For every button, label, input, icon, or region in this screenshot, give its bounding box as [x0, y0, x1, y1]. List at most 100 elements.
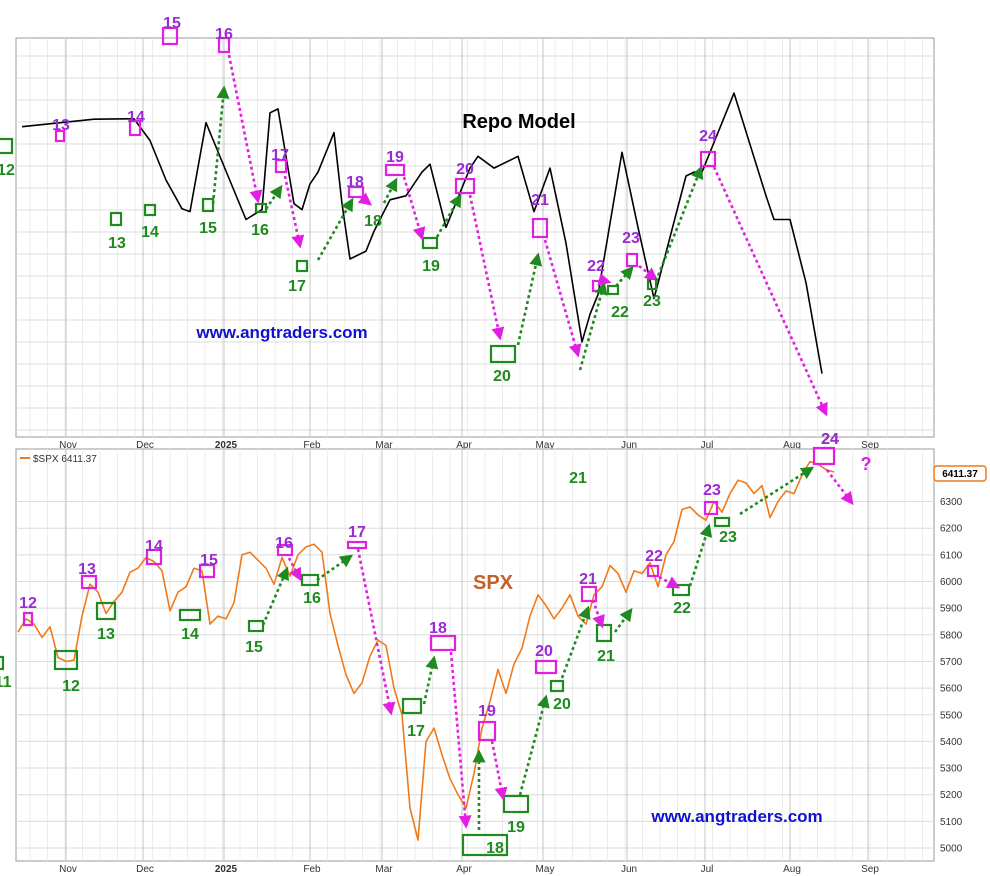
repo-peak-box: [54, 129, 66, 143]
spx-frame: [15, 448, 935, 862]
spx-trough-label-15: 15: [245, 639, 263, 656]
spx-peak-box: [477, 720, 497, 742]
spx-y-tick-label: 5000: [940, 844, 963, 855]
repo-x-tick-label: Jun: [621, 440, 637, 451]
spx-peak-label-21: 21: [579, 571, 597, 588]
spx-down-arrow: [591, 599, 605, 629]
spx-up-arrow: [613, 607, 633, 633]
repo-peak-label-13: 13: [52, 117, 70, 134]
spx-up-arrow: [688, 523, 713, 587]
repo-down-arrow: [357, 192, 373, 206]
spx-y-tick-label: 6300: [940, 497, 963, 508]
spx-x-tick-label: Aug: [783, 864, 801, 875]
repo-model-line: [21, 92, 823, 374]
spx-peak-label-14: 14: [145, 538, 163, 555]
repo-peak-label-23: 23: [622, 230, 640, 247]
repo-down-arrow: [402, 176, 426, 241]
repo-peak-box: [347, 185, 365, 199]
repo-peak-label-20: 20: [456, 161, 474, 178]
repo-trough-label-23: 23: [643, 293, 661, 310]
spx-peak-box: [429, 634, 457, 652]
repo-x-tick-label: Mar: [375, 440, 393, 451]
spx-peak-label-17: 17: [348, 524, 366, 541]
repo-trough-box: [421, 236, 439, 250]
repo-x-tick-label: Sep: [861, 440, 879, 451]
spx-x-tick-label: 2025: [215, 864, 238, 875]
repo-trough-box: [606, 284, 620, 296]
spx-up-arrow: [560, 605, 591, 679]
spx-y-tick-label: 5800: [940, 630, 963, 641]
spx-last-value-text: 6411.37: [942, 469, 978, 480]
spx-x-tick-label: Nov: [59, 864, 77, 875]
spx-peak-label-12: 12: [19, 595, 37, 612]
repo-x-tick-label: Apr: [456, 440, 472, 451]
spx-y-tick-label: 5100: [940, 817, 963, 828]
spx-trough-box: [95, 601, 117, 621]
spx-peak-label-20: 20: [535, 643, 553, 660]
spx-up-arrow: [261, 566, 289, 626]
repo-trough-box: [0, 137, 14, 155]
spx-y-tick-label: 5700: [940, 657, 963, 668]
spx-x-tick-label: Mar: [375, 864, 393, 875]
spx-trough-box: [0, 655, 5, 671]
repo-peak-label-15: 15: [163, 15, 181, 32]
spx-down-arrow: [356, 548, 396, 716]
repo-up-arrow: [264, 184, 283, 210]
spx-chart-title: SPX: [473, 572, 514, 594]
spx-peak-box: [80, 574, 98, 590]
repo-trough-label-12: 12: [0, 162, 15, 179]
spx-last-value-tag: [933, 465, 987, 482]
repo-up-arrow: [654, 165, 704, 282]
spx-trough-label-21: 21: [597, 648, 615, 665]
repo-peak-box: [384, 163, 406, 177]
repo-up-arrow: [615, 266, 634, 287]
repo-down-arrow: [227, 54, 263, 204]
spx-trough-label-19: 19: [507, 819, 525, 836]
spx-y-tick-label: 5200: [940, 790, 963, 801]
spx-peak-label-15: 15: [200, 552, 218, 569]
repo-up-arrow: [382, 177, 398, 204]
spx-x-tick-label: Jun: [621, 864, 637, 875]
repo-peak-label-16: 16: [215, 26, 233, 43]
spx-down-arrow: [449, 651, 472, 829]
repo-peak-label-19: 19: [386, 149, 404, 166]
repo-down-arrow: [597, 273, 612, 286]
repo-peak-box: [531, 217, 549, 239]
spx-watermark-url: www.angtraders.com: [650, 807, 822, 826]
spx-x-tick-label: Apr: [456, 864, 472, 875]
spx-trough-label-16: 16: [303, 590, 321, 607]
repo-trough-label-20: 20: [493, 368, 511, 385]
spx-note-label-21: 21: [569, 470, 587, 487]
spx-trough-box: [401, 697, 423, 715]
spx-down-arrow: [825, 469, 854, 506]
spx-peak-box: [646, 564, 660, 578]
spx-peak-box: [534, 659, 558, 675]
spx-peak-box: [198, 563, 216, 579]
spx-y-tick-label: 5400: [940, 737, 963, 748]
repo-x-tick-label: Feb: [303, 440, 321, 451]
spx-trough-label-18: 18: [486, 840, 504, 857]
spx-peak-box: [145, 548, 163, 566]
repo-peak-label-22: 22: [587, 258, 605, 275]
spx-peak-box: [22, 611, 34, 627]
spx-trough-label-11: 11: [0, 674, 12, 691]
repo-up-arrow: [211, 85, 230, 205]
repo-peak-label-24: 24: [699, 128, 717, 145]
spx-peak-box: [276, 543, 294, 557]
repo-peak-box: [128, 119, 142, 137]
spx-trough-label-12: 12: [62, 678, 80, 695]
spx-up-arrow: [316, 554, 354, 582]
repo-frame: [15, 37, 935, 438]
repo-peak-label-17: 17: [271, 147, 289, 164]
spx-trough-label-23: 23: [719, 529, 737, 546]
repo-trough-label-15: 15: [199, 220, 217, 237]
repo-trough-label-16: 16: [251, 222, 269, 239]
repo-peak-box: [699, 150, 717, 168]
repo-trough-box: [109, 211, 123, 227]
spx-peak-label-16: 16: [275, 535, 293, 552]
repo-x-tick-label: Nov: [59, 440, 77, 451]
repo-peak-box: [217, 36, 231, 54]
spx-peak-label-23: 23: [703, 482, 721, 499]
repo-peak-label-18: 18: [346, 174, 364, 191]
